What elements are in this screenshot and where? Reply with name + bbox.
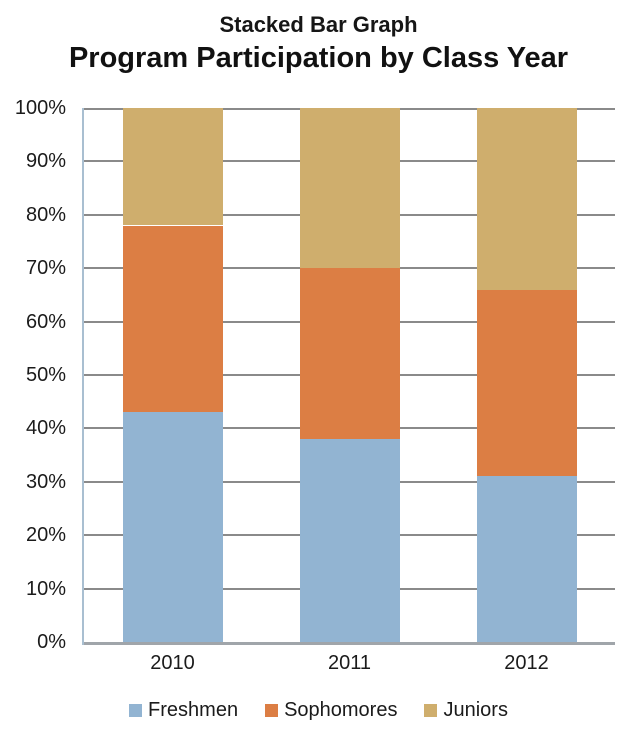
y-tick-label: 100%: [14, 97, 66, 119]
bar-segment-freshmen: [122, 412, 223, 642]
x-tick-label: 2011: [327, 652, 371, 674]
stacked-bar-2010: [122, 108, 223, 642]
bar-segment-freshmen: [476, 476, 577, 642]
y-tick-label: 50%: [25, 364, 66, 386]
y-axis-line: [82, 108, 84, 645]
legend-swatch-icon: [424, 704, 438, 717]
bar-segment-juniors: [122, 108, 223, 226]
y-tick-label: 70%: [25, 257, 66, 280]
legend: Freshmen Sophomores Juniors: [0, 699, 637, 722]
legend-label: Juniors: [443, 699, 508, 721]
bar-segment-sophomores: [122, 225, 223, 413]
chart-title: Stacked Bar Graph: [219, 12, 418, 37]
x-axis-line: [84, 642, 615, 645]
category-cell: [84, 108, 261, 642]
legend-item-freshmen: Freshmen: [129, 699, 238, 722]
category-cell: [261, 108, 438, 642]
legend-item-sophomores: Sophomores: [265, 699, 397, 722]
legend-item-juniors: Juniors: [424, 699, 508, 722]
bar-segment-freshmen: [299, 439, 400, 642]
legend-label: Freshmen: [148, 699, 239, 721]
chart-subtitle: Program Participation by Class Year: [68, 42, 569, 74]
y-tick-label: 30%: [25, 470, 66, 493]
legend-swatch-icon: [265, 704, 279, 717]
y-tick-label: 40%: [25, 417, 66, 440]
y-axis-labels: 0% 10% 20% 30% 40% 50% 60% 70% 80% 90% 100%: [0, 98, 66, 652]
bar-segment-sophomores: [299, 268, 400, 440]
stacked-bar-2011: [299, 108, 400, 642]
y-tick-label: 10%: [25, 577, 66, 600]
x-axis-labels: 2010 2011 2012: [84, 652, 615, 675]
x-tick-label: 2012: [504, 652, 549, 674]
y-tick-label: 60%: [25, 310, 66, 333]
x-tick-label: 2010: [150, 652, 195, 674]
bar-segment-juniors: [299, 108, 400, 269]
legend-label: Sophomores: [284, 699, 398, 721]
legend-swatch-icon: [129, 704, 143, 717]
plot-area: [82, 108, 615, 645]
bar-segment-sophomores: [476, 289, 577, 477]
y-tick-label: 0%: [37, 631, 66, 653]
bar-segment-juniors: [476, 108, 577, 290]
category-cell: [438, 108, 615, 642]
stacked-bar-2012: [476, 108, 577, 642]
y-tick-label: 90%: [25, 150, 66, 173]
y-tick-label: 80%: [25, 203, 66, 226]
y-tick-label: 20%: [25, 524, 66, 547]
